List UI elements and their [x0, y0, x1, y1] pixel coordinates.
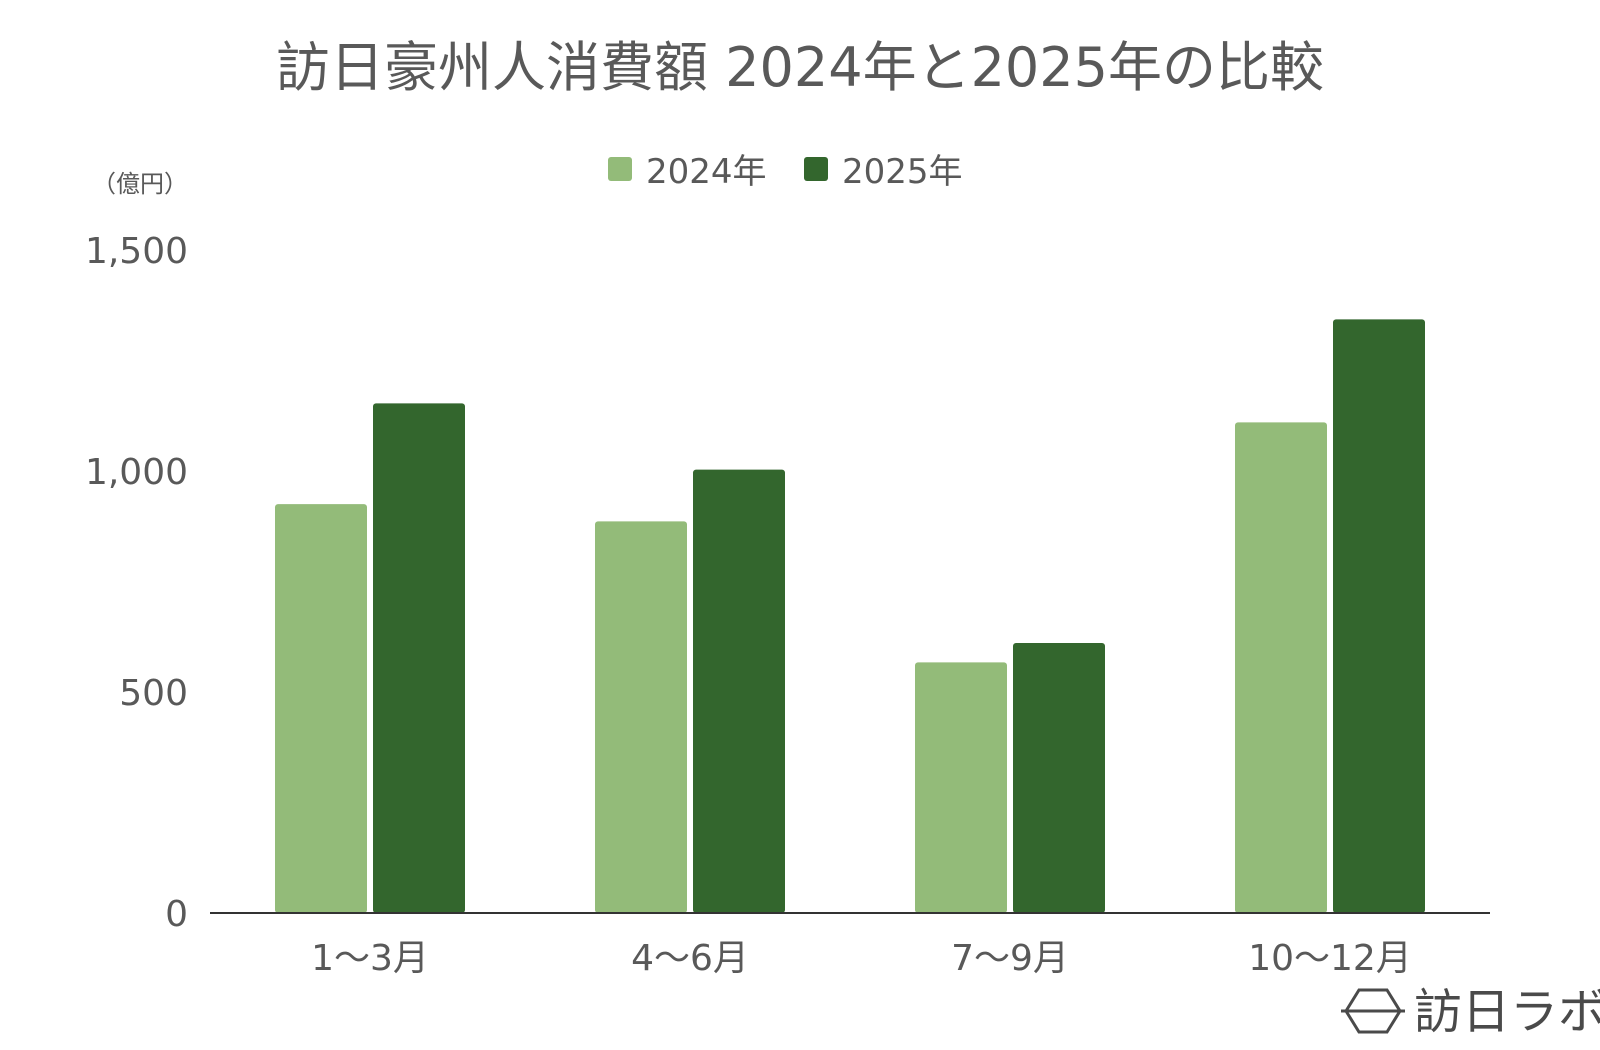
legend-label: 2025年: [842, 152, 963, 192]
x-tick-label: 4〜6月: [631, 938, 749, 979]
y-tick-label: 0: [165, 894, 188, 935]
y-tick-label: 1,500: [85, 231, 188, 272]
legend-swatch: [804, 157, 828, 181]
y-tick-label: 500: [119, 673, 188, 714]
brand-logo: 訪日ラボ: [1341, 984, 1600, 1040]
bar-2025: [693, 469, 785, 913]
y-tick-label: 1,000: [85, 452, 188, 493]
legend-label: 2024年: [646, 152, 767, 192]
x-tick-label: 7〜9月: [951, 938, 1069, 979]
bar-2024: [915, 662, 1007, 913]
bar-2025: [1333, 319, 1425, 913]
chart-title: 訪日豪州人消費額 2024年と2025年の比較: [276, 36, 1324, 99]
x-tick-label: 1〜3月: [311, 938, 429, 979]
legend: 2024年 2025年: [608, 152, 963, 192]
bar-2024: [595, 521, 687, 913]
bar-2025: [373, 403, 465, 913]
legend-swatch: [608, 157, 632, 181]
bar-2024: [275, 504, 367, 913]
x-tick-label: 10〜12月: [1248, 938, 1412, 979]
y-axis-unit-label: （億円）: [92, 170, 188, 198]
x-axis-ticks: 1〜3月 4〜6月 7〜9月 10〜12月: [311, 938, 1412, 979]
bars-group: [275, 319, 1425, 913]
brand-logo-text: 訪日ラボ: [1414, 984, 1600, 1040]
y-axis-ticks: 0 500 1,000 1,500: [85, 231, 188, 935]
bar-2024: [1235, 422, 1327, 913]
bar-2025: [1013, 642, 1105, 913]
hexagon-logo-icon: [1341, 988, 1405, 1034]
